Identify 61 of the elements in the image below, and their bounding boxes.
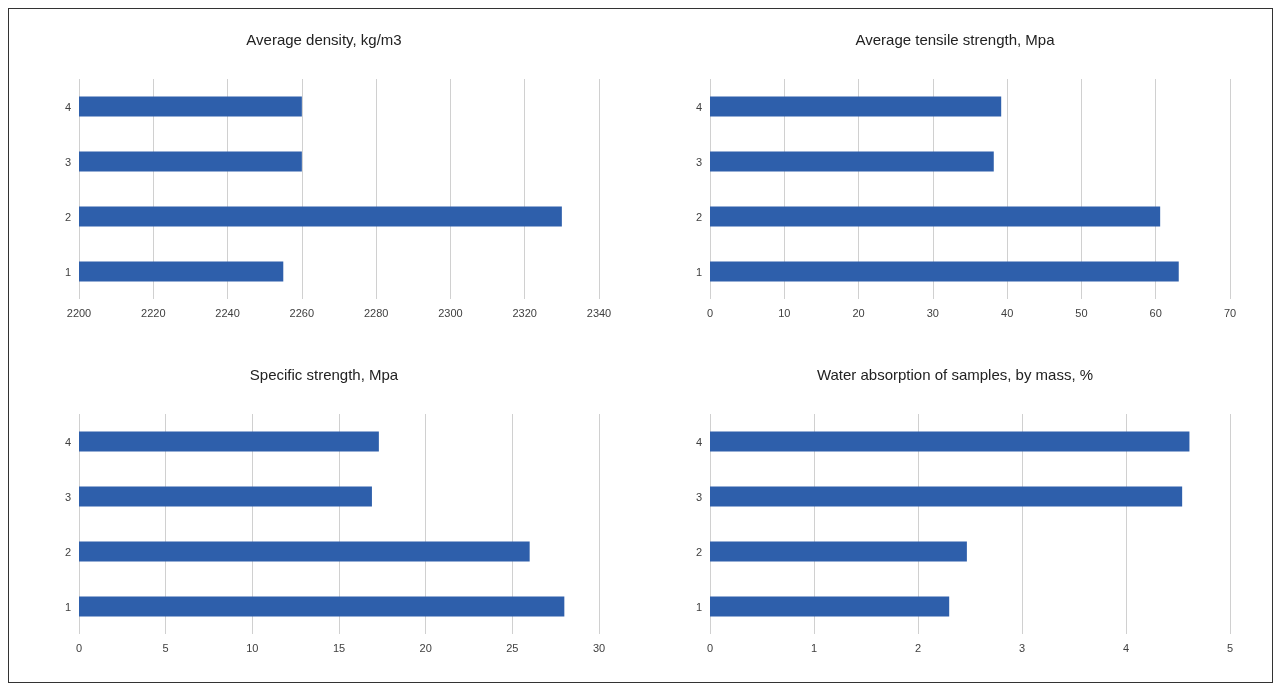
- x-tick-label: 2: [914, 641, 922, 654]
- x-tick-label: 2340: [586, 306, 612, 319]
- y-tick-label: 4: [695, 435, 702, 448]
- y-tick-label: 3: [695, 490, 702, 503]
- x-tick-label: 15: [332, 641, 346, 654]
- chart-title: Water absorption of samples, by mass, %: [816, 366, 1094, 383]
- y-tick-label: 3: [64, 490, 71, 503]
- bar: [710, 96, 1002, 117]
- bar: [710, 596, 950, 617]
- bar: [710, 261, 1179, 282]
- bar: [710, 206, 1161, 227]
- x-tick-label: 1: [810, 641, 818, 654]
- x-tick-label: 2300: [438, 306, 463, 319]
- x-tick-label: 2320: [512, 306, 537, 319]
- chart-title: Average tensile strength, Mpa: [855, 31, 1056, 48]
- x-tick-label: 70: [1223, 306, 1237, 319]
- x-tick-label: 30: [592, 641, 606, 654]
- y-tick-label: 3: [64, 155, 71, 168]
- y-tick-label: 1: [64, 265, 71, 278]
- bar: [710, 541, 967, 562]
- y-tick-label: 1: [64, 600, 71, 613]
- x-tick-label: 2220: [141, 306, 166, 319]
- x-tick-label: 20: [419, 641, 432, 654]
- x-tick-label: 2260: [289, 306, 315, 319]
- x-tick-label: 5: [162, 641, 169, 654]
- bar: [79, 431, 379, 452]
- x-tick-label: 30: [926, 306, 939, 319]
- bar: [710, 486, 1183, 507]
- x-tick-label: 50: [1075, 306, 1088, 319]
- x-tick-label: 40: [1001, 306, 1014, 319]
- x-tick-label: 0: [706, 306, 714, 319]
- x-tick-label: 10: [246, 641, 259, 654]
- chart-title: Average density, kg/m3: [246, 31, 402, 48]
- x-tick-label: 3: [1018, 641, 1026, 654]
- x-tick-label: 60: [1149, 306, 1162, 319]
- bar: [710, 151, 994, 172]
- x-tick-label: 10: [778, 306, 791, 319]
- bar: [79, 486, 372, 507]
- y-tick-label: 3: [695, 155, 702, 168]
- bar: [79, 596, 565, 617]
- x-tick-label: 2200: [66, 306, 92, 319]
- x-tick-label: 0: [75, 641, 83, 654]
- y-tick-label: 2: [695, 545, 702, 558]
- y-tick-label: 2: [64, 545, 71, 558]
- y-tick-label: 2: [64, 210, 71, 223]
- y-tick-label: 1: [695, 265, 702, 278]
- y-tick-label: 2: [695, 210, 702, 223]
- x-tick-label: 2240: [215, 306, 240, 319]
- y-tick-label: 1: [695, 600, 702, 613]
- bar: [710, 431, 1190, 452]
- x-tick-label: 0: [706, 641, 714, 654]
- y-tick-label: 4: [695, 100, 702, 113]
- chart-title: Specific strength, Mpa: [249, 366, 399, 383]
- bar: [79, 541, 530, 562]
- x-tick-label: 20: [852, 306, 865, 319]
- y-tick-label: 4: [64, 100, 71, 113]
- y-tick-label: 4: [64, 435, 71, 448]
- x-tick-label: 2280: [363, 306, 389, 319]
- x-tick-label: 4: [1122, 641, 1130, 654]
- x-tick-label: 5: [1226, 641, 1234, 654]
- x-tick-label: 25: [506, 641, 519, 654]
